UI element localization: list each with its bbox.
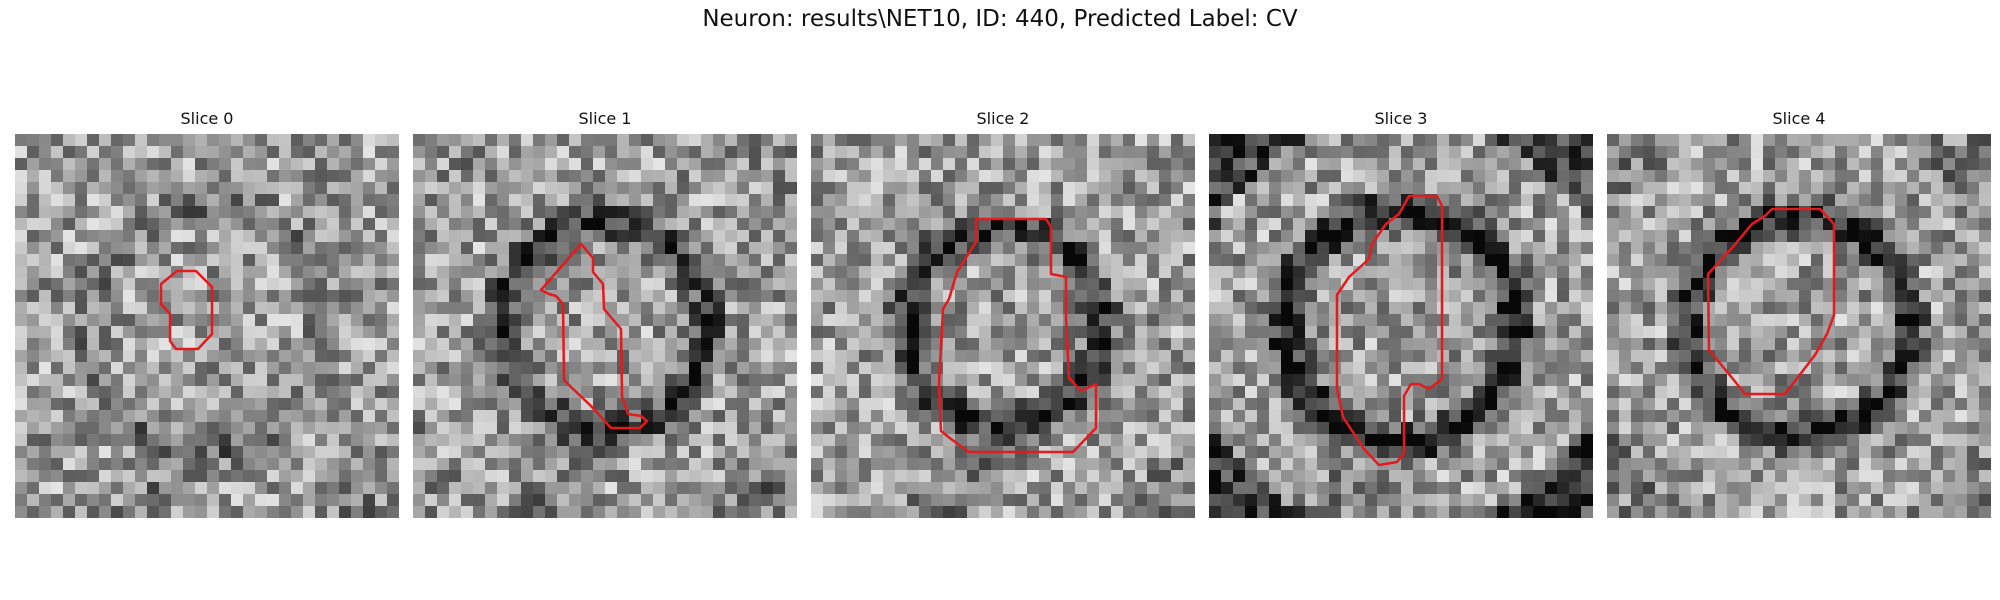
roi-outline xyxy=(1335,194,1444,467)
slice-title-3: Slice 3 xyxy=(1374,109,1428,128)
slice-title-0: Slice 0 xyxy=(180,109,234,128)
slice-title-1: Slice 1 xyxy=(578,109,632,128)
slice-title-2: Slice 2 xyxy=(976,109,1030,128)
slice-title-4: Slice 4 xyxy=(1772,109,1826,128)
roi-outline xyxy=(1706,207,1836,396)
pixel-grid xyxy=(1607,134,1991,518)
pixel-grid xyxy=(811,134,1195,518)
slice-image-4 xyxy=(1607,134,1991,518)
slice-panel-0: Slice 0 xyxy=(15,108,399,518)
pixel-grid xyxy=(1209,134,1593,518)
roi-outline xyxy=(159,269,214,351)
slice-panel-1: Slice 1 xyxy=(413,108,797,518)
slice-image-2 xyxy=(811,134,1195,518)
slice-image-1 xyxy=(413,134,797,518)
roi-outline xyxy=(539,242,649,430)
slice-image-0 xyxy=(15,134,399,518)
slice-panel-4: Slice 4 xyxy=(1607,108,1991,518)
slice-panel-2: Slice 2 xyxy=(811,108,1195,518)
pixel-grid xyxy=(413,134,797,518)
figure-title: Neuron: results\NET10, ID: 440, Predicte… xyxy=(702,6,1298,32)
roi-outline xyxy=(937,217,1098,454)
slice-panel-3: Slice 3 xyxy=(1209,108,1593,518)
slice-image-3 xyxy=(1209,134,1593,518)
pixel-grid xyxy=(15,134,399,518)
